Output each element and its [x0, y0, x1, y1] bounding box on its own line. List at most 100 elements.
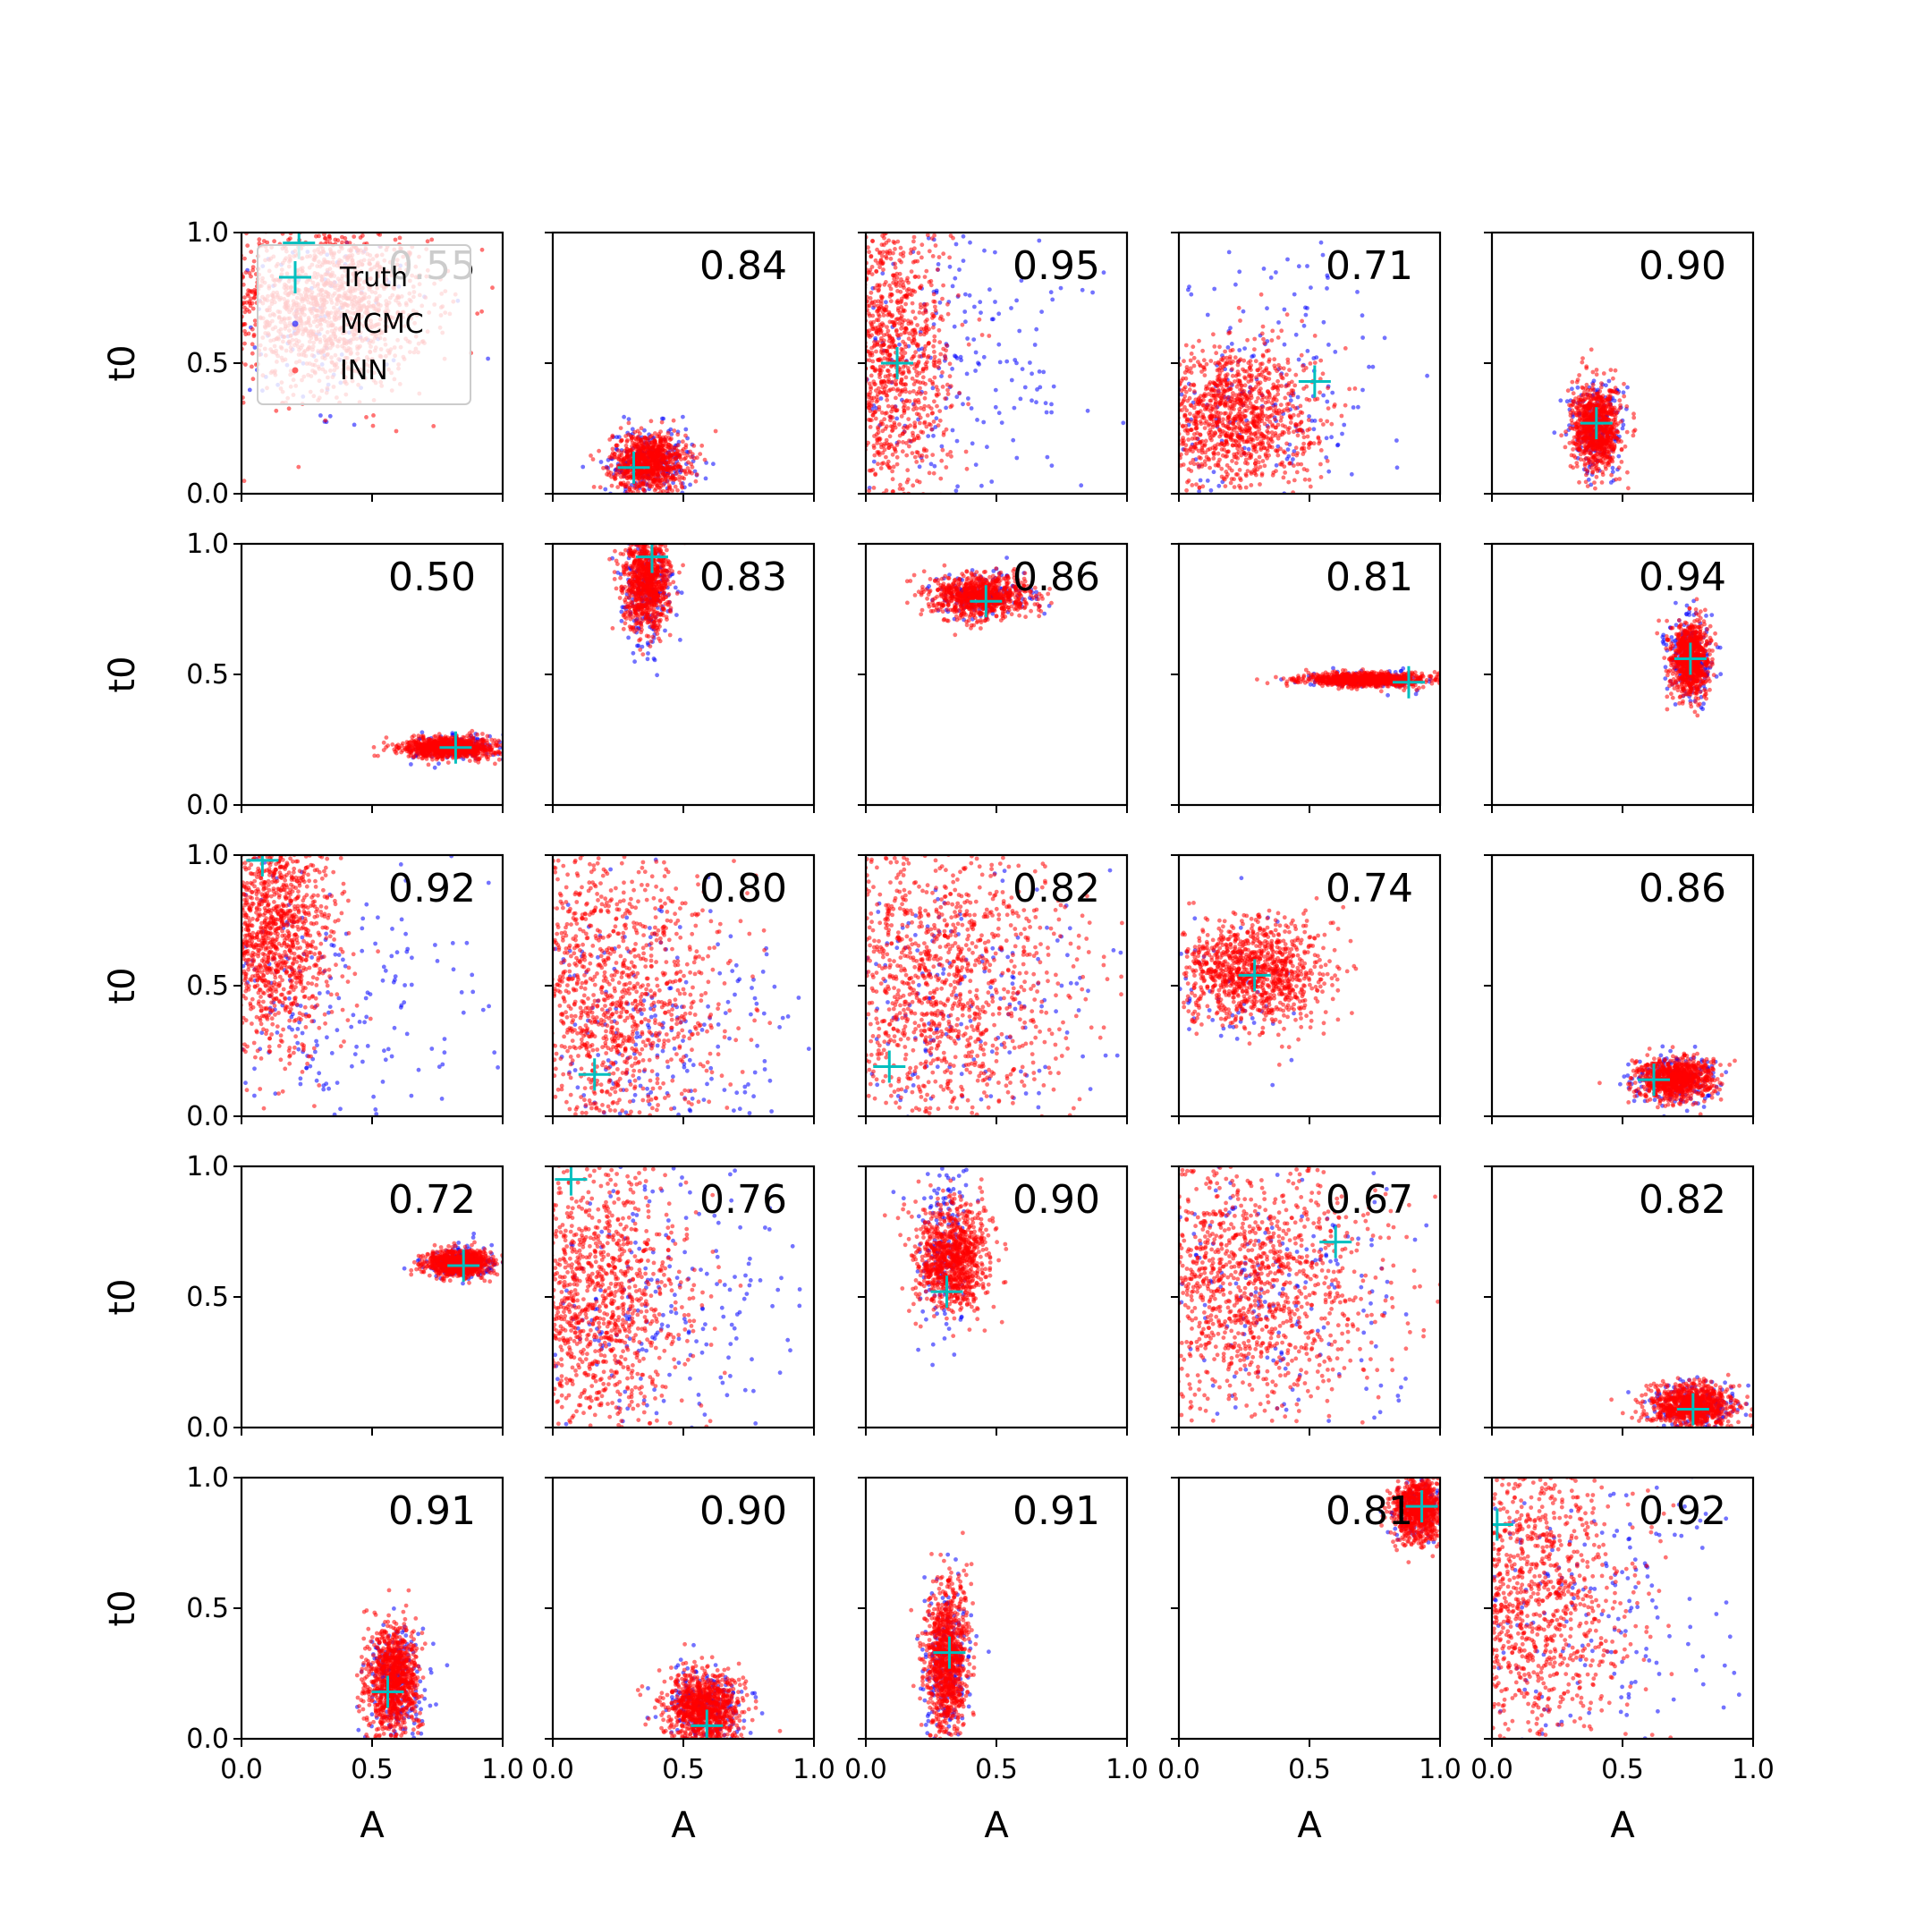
mcmc-point — [976, 360, 980, 365]
inn-point — [882, 343, 886, 347]
mcmc-point — [955, 484, 960, 488]
inn-point — [625, 476, 630, 480]
inn-point — [1263, 422, 1267, 427]
inn-point — [915, 436, 919, 440]
inn-point — [1221, 417, 1225, 421]
inn-point — [935, 404, 939, 409]
inn-point — [919, 406, 923, 411]
inn-point — [641, 445, 646, 449]
mcmc-point — [248, 388, 252, 393]
inn-point — [895, 388, 900, 393]
inn-point — [905, 276, 910, 281]
inn-point — [249, 275, 253, 279]
inn-point — [877, 438, 882, 443]
inn-point — [912, 382, 917, 386]
inn-point — [945, 428, 949, 432]
inn-point — [932, 350, 936, 354]
inn-point — [479, 309, 484, 314]
mcmc-point — [1285, 258, 1290, 262]
inn-point — [886, 404, 891, 409]
inn-point — [688, 450, 692, 454]
inn-point — [912, 235, 917, 240]
mcmc-point — [1350, 472, 1354, 477]
inn-point — [924, 269, 928, 274]
inn-point — [913, 350, 918, 354]
inn-point — [684, 443, 689, 447]
mcmc-point — [1186, 288, 1191, 292]
inn-point — [364, 415, 369, 419]
mcmc-point — [688, 483, 692, 487]
inn-point — [911, 289, 916, 293]
inn-point — [869, 254, 874, 258]
inn-point — [894, 266, 898, 270]
inn-point — [899, 260, 903, 265]
inn-point — [891, 407, 895, 411]
mcmc-point — [352, 423, 357, 428]
inn-point — [1289, 420, 1293, 425]
inn-point — [641, 475, 646, 479]
inn-point — [629, 434, 633, 438]
inn-point — [1184, 488, 1189, 493]
legend-label: Truth — [339, 262, 408, 293]
inn-point — [906, 281, 911, 285]
mcmc-point — [1285, 457, 1290, 462]
inn-point — [610, 484, 614, 488]
mcmc-point — [981, 420, 986, 425]
inn-point — [1313, 334, 1318, 338]
mcmc-point — [978, 300, 982, 304]
inn-point — [902, 409, 906, 413]
inn-point — [652, 437, 657, 442]
inn-point — [245, 243, 250, 248]
mcmc-point — [931, 434, 936, 438]
inn-point — [890, 313, 894, 318]
inn-point — [869, 396, 874, 401]
inn-point — [919, 256, 924, 260]
inn-point — [398, 236, 402, 241]
inn-point — [243, 309, 248, 314]
inn-point — [877, 451, 881, 455]
inn-point — [1299, 420, 1303, 425]
inn-point — [613, 474, 617, 479]
inn-point — [1202, 358, 1207, 362]
inn-point — [889, 299, 894, 303]
inn-point — [924, 362, 928, 367]
inn-point — [945, 388, 950, 393]
mcmc-point — [1000, 420, 1004, 425]
inn-point — [1208, 359, 1213, 363]
inn-point — [394, 429, 399, 434]
inn-point — [948, 374, 953, 378]
inn-point — [920, 430, 925, 435]
inn-point — [902, 331, 907, 335]
mcmc-point — [953, 325, 957, 329]
inn-point — [900, 323, 904, 327]
mcmc-point — [1250, 354, 1254, 359]
inn-point — [978, 318, 982, 322]
mcmc-point — [1355, 290, 1360, 294]
inn-point — [898, 272, 902, 276]
mcmc-point — [1035, 387, 1039, 392]
inn-point — [242, 257, 247, 261]
inn-point — [878, 331, 883, 335]
inn-point — [890, 470, 894, 474]
inn-point — [875, 331, 879, 335]
inn-point — [619, 426, 623, 430]
inn-point — [905, 288, 910, 292]
inn-point — [640, 470, 644, 475]
mcmc-point — [1367, 365, 1371, 369]
inn-point — [1259, 292, 1264, 297]
inn-point — [668, 437, 673, 442]
mcmc-point — [1247, 447, 1251, 452]
inn-point — [901, 487, 905, 491]
inn-point — [874, 258, 878, 263]
inn-point — [1276, 335, 1281, 340]
mcmc-point — [1212, 287, 1216, 292]
inn-point — [641, 487, 646, 492]
inn-point — [903, 383, 908, 387]
inn-point — [666, 445, 671, 450]
inn-point — [886, 445, 891, 450]
y-tick-label: 0.5 — [186, 348, 229, 379]
mcmc-point — [963, 319, 968, 324]
inn-point — [896, 309, 901, 313]
inn-point — [903, 344, 908, 349]
inn-point — [649, 419, 654, 423]
